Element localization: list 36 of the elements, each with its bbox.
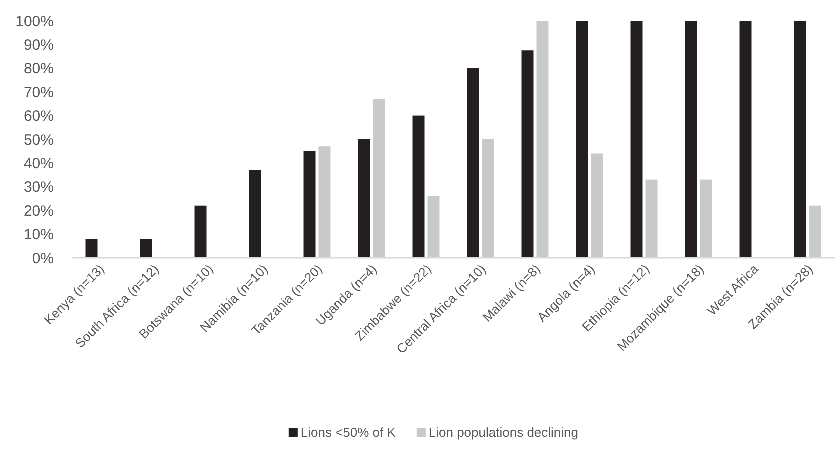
bar xyxy=(591,154,604,258)
bar xyxy=(700,180,712,258)
legend-label: Lions <50% of K xyxy=(300,425,396,440)
y-tick-label: 70% xyxy=(24,84,54,102)
bar xyxy=(318,146,331,258)
y-tick-label: 30% xyxy=(24,179,54,196)
bar xyxy=(740,21,752,258)
bar xyxy=(373,99,386,258)
y-tick-label: 60% xyxy=(24,108,54,126)
y-tick-label: 10% xyxy=(24,226,54,244)
bar xyxy=(482,140,494,258)
bar xyxy=(522,50,534,258)
y-tick-label: 20% xyxy=(24,202,54,220)
bar xyxy=(304,151,316,258)
y-tick-label: 80% xyxy=(24,60,54,78)
y-tick-label: 100% xyxy=(16,13,54,30)
bar xyxy=(249,170,262,258)
y-tick-label: 0% xyxy=(32,250,54,268)
bar xyxy=(536,21,549,258)
bar xyxy=(412,116,425,258)
bar xyxy=(646,180,658,258)
bar xyxy=(428,196,440,258)
bar xyxy=(194,206,207,258)
y-tick-label: 50% xyxy=(24,132,54,149)
bar xyxy=(630,21,643,258)
bar xyxy=(358,140,370,258)
bar xyxy=(685,21,698,258)
bar xyxy=(86,239,98,258)
legend-label: Lion populations declining xyxy=(428,425,579,440)
bar xyxy=(467,68,480,258)
bar xyxy=(576,21,588,258)
bar xyxy=(140,239,152,258)
bar xyxy=(809,206,822,258)
bar xyxy=(794,21,806,258)
y-tick-label: 40% xyxy=(24,155,54,172)
y-tick-label: 90% xyxy=(24,36,54,54)
